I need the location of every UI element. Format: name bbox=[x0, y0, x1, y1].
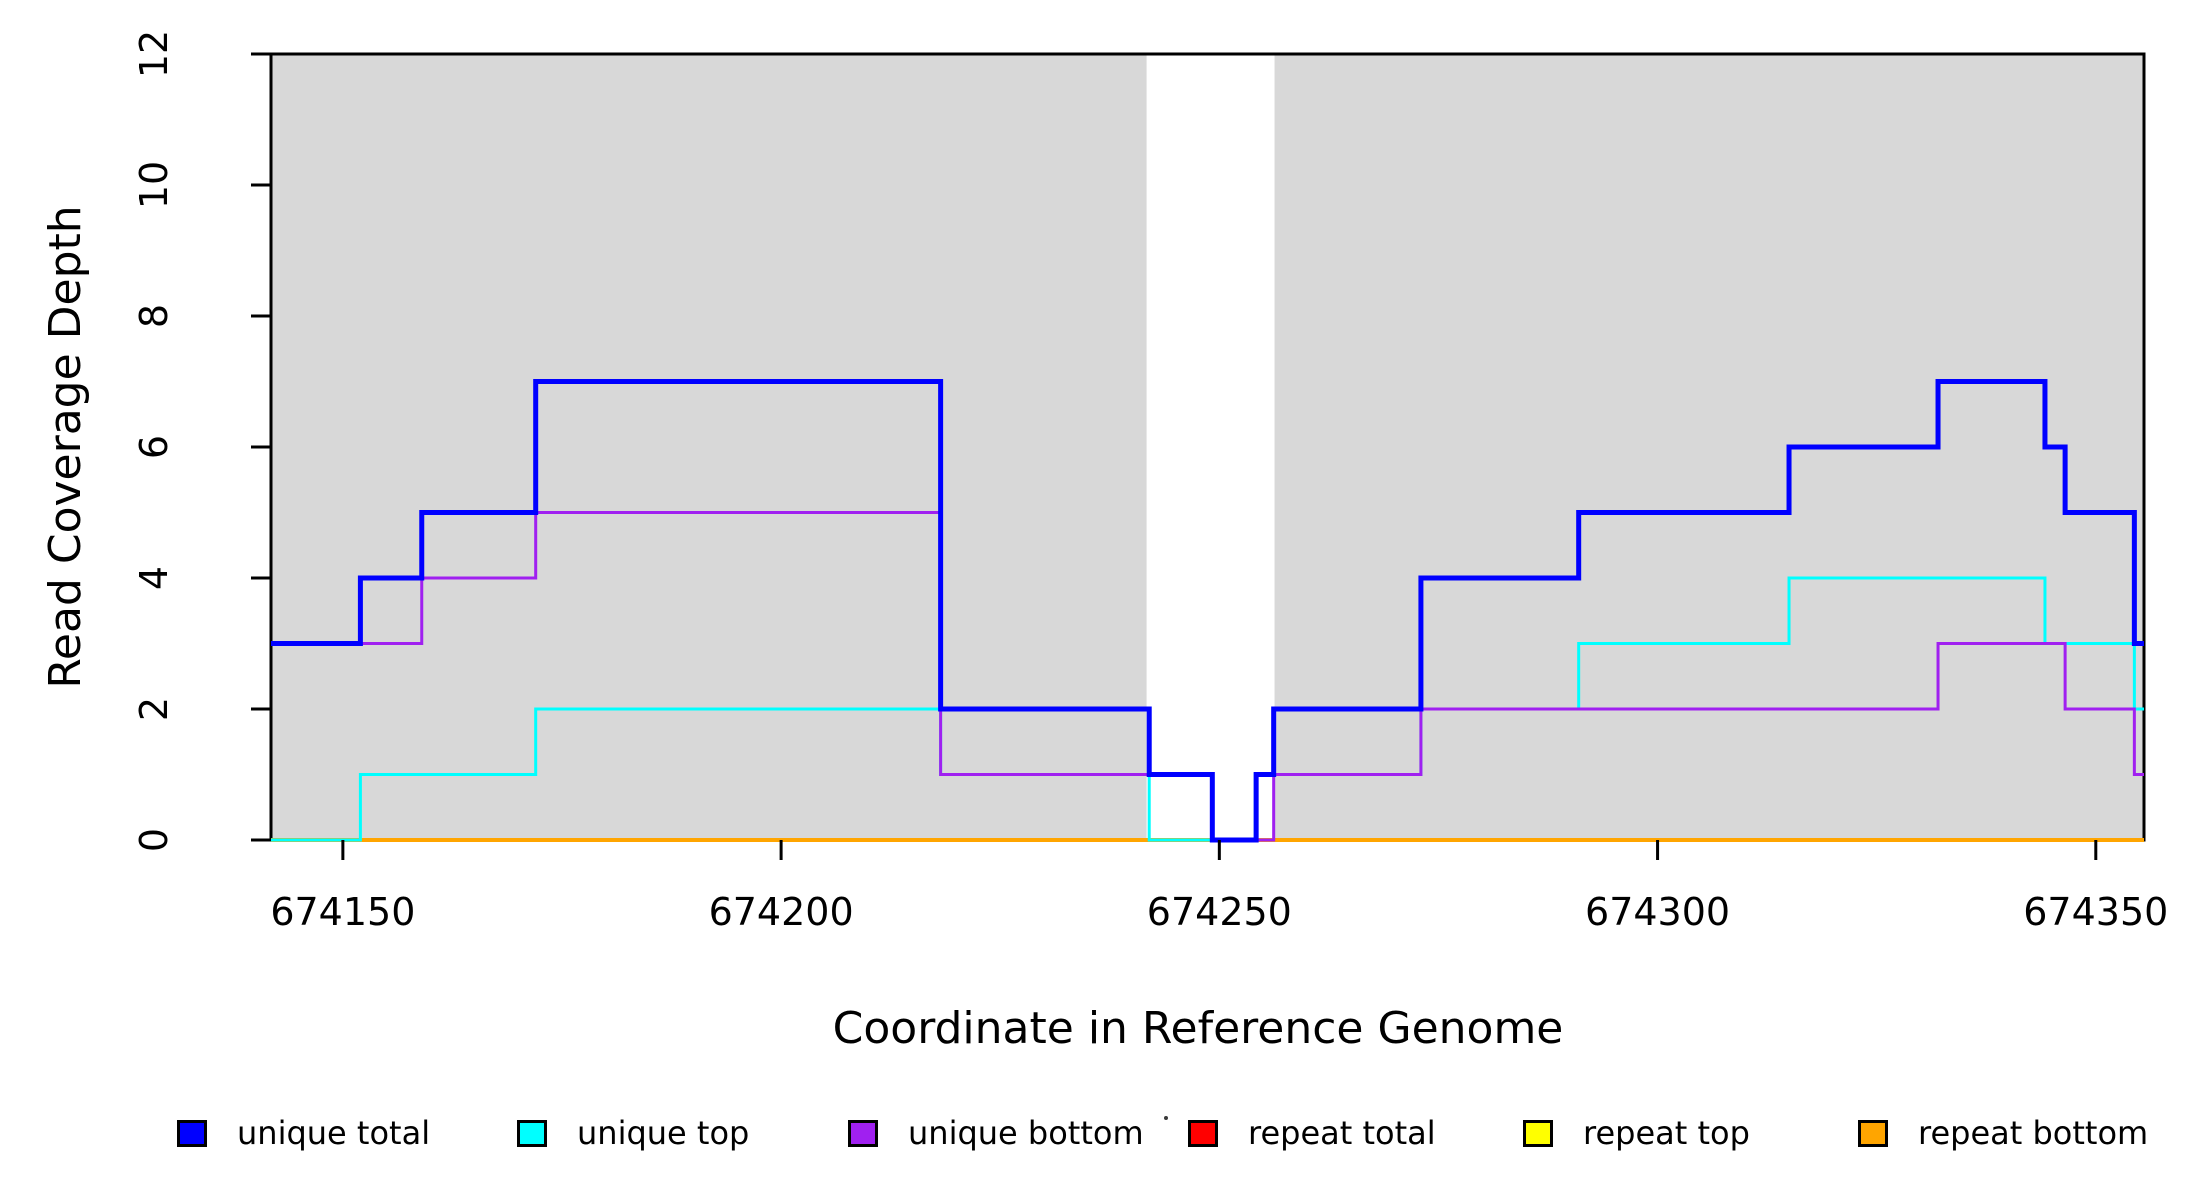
y-tick-label: 6 bbox=[132, 435, 176, 459]
plot-area: 674150 674200 674250 674300 674350 0 2 4 6 8 10 12 bbox=[132, 30, 2168, 934]
x-tick-label: 674250 bbox=[1147, 890, 1292, 934]
shaded-region bbox=[271, 54, 1147, 840]
x-tick-label: 674350 bbox=[2023, 890, 2168, 934]
series-line-unique-total bbox=[271, 379, 2144, 843]
y-tick-label: 4 bbox=[132, 566, 176, 590]
y-tick-label: 10 bbox=[132, 161, 176, 209]
y-tick-label: 12 bbox=[132, 30, 176, 78]
y-tick-label: 2 bbox=[132, 697, 176, 721]
series-line-unique-bottom bbox=[271, 511, 2144, 842]
x-tick-label: 674200 bbox=[709, 890, 854, 934]
y-tick-label: 8 bbox=[132, 304, 176, 328]
x-axis-title: Coordinate in Reference Genome bbox=[833, 1003, 1564, 1054]
x-tick-label: 674150 bbox=[270, 890, 415, 934]
y-tick-label: 0 bbox=[132, 828, 176, 852]
x-tick-label: 674300 bbox=[1585, 890, 1730, 934]
shaded-region bbox=[1274, 54, 2144, 840]
stray-dot bbox=[1164, 1116, 1168, 1120]
y-axis-title: Read Coverage Depth bbox=[40, 205, 91, 688]
